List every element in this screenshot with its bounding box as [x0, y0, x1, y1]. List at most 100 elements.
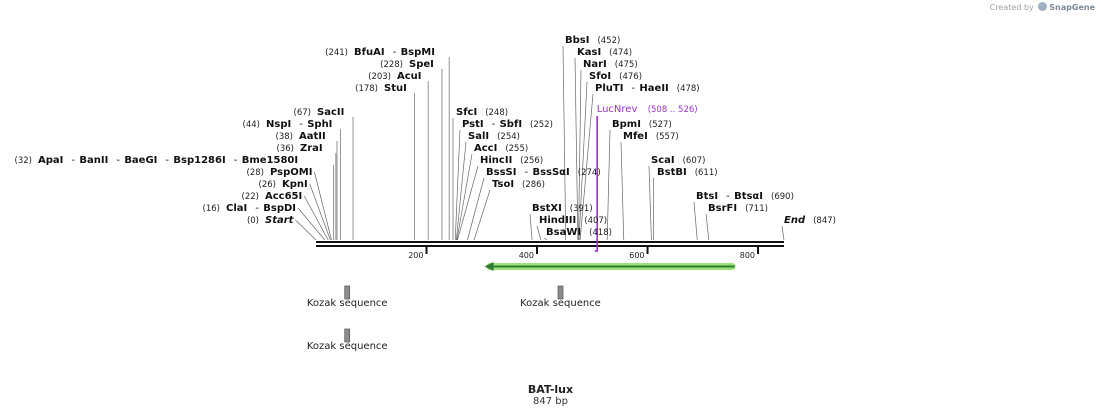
site-tsoi[interactable]: TsoI (286) [492, 179, 545, 190]
site-position: (274) [578, 168, 601, 178]
site-pluti[interactable]: PluTI - HaeII (478) [595, 83, 700, 94]
site-end[interactable]: End (847) [784, 215, 836, 226]
site-name: BsaWI [546, 227, 581, 238]
site-psti[interactable]: PstI - SbfI (252) [462, 119, 553, 130]
site-bstbi[interactable]: BstBI (611) [657, 167, 718, 178]
site-apai[interactable]: (32) ApaI - BanII - BaeGI - Bsp1286I - Bme1580I [15, 155, 299, 166]
site-connector [693, 201, 698, 241]
site-name: BfuAI [354, 47, 385, 58]
site-start[interactable]: (0) Start [247, 215, 295, 226]
site-connector [456, 153, 473, 241]
site-position: (690) [771, 192, 794, 202]
site-bsssi[interactable]: BssSI - BssSαI (274) [486, 167, 601, 178]
site-name-separator: - [234, 155, 238, 166]
site-name: BspDI [263, 203, 296, 214]
site-kpni[interactable]: (26) KpnI [259, 179, 308, 190]
primer-name: LucNrev [597, 104, 638, 115]
site-acc65i[interactable]: (22) Acc65I [242, 191, 303, 202]
site-connector [781, 225, 785, 241]
site-name: NarI [583, 59, 607, 70]
site-zrai[interactable]: (36) ZraI [277, 143, 323, 154]
feature-kozak-sequence[interactable]: Kozak sequence [307, 285, 388, 309]
site-sfci[interactable]: SfcI (248) [456, 107, 508, 118]
site-position: (711) [745, 204, 768, 214]
site-labels: (0) Start(16) ClaI - BspDI(22) Acc65I(26) KpnI… [15, 35, 836, 238]
site-sali[interactable]: SalI (254) [468, 131, 520, 142]
site-name: BssSαI [532, 167, 569, 178]
feature-label: Kozak sequence [520, 298, 601, 309]
site-hindiii[interactable]: HindIII (407) [539, 215, 607, 226]
site-name: SpeI [409, 59, 434, 70]
site-position: (203) [368, 72, 391, 82]
site-bfuai[interactable]: (241) BfuAI - BspMI [325, 47, 435, 58]
site-aatii[interactable]: (38) AatII [276, 131, 326, 142]
site-name: StuI [384, 83, 407, 94]
feature-kozak-sequence[interactable]: Kozak sequence [520, 285, 601, 309]
site-bsawi[interactable]: BsaWI (418) [546, 227, 612, 238]
site-name: BspMI [401, 47, 435, 58]
site-clai[interactable]: (16) ClaI - BspDI [203, 203, 296, 214]
site-name: TsoI [492, 179, 514, 190]
feature-label: Kozak sequence [307, 298, 388, 309]
snapgene-logo-icon [1038, 2, 1048, 11]
site-connector [467, 177, 485, 241]
site-connector [648, 165, 652, 241]
site-pspomi[interactable]: (28) PspOMI [247, 167, 313, 178]
site-connector-lines [295, 45, 785, 241]
site-btsi[interactable]: BtsI - BtsαI (690) [696, 191, 794, 202]
site-position: (611) [695, 168, 718, 178]
site-position: (22) [242, 192, 259, 202]
site-kasi[interactable]: KasI (474) [577, 47, 632, 58]
site-scai[interactable]: ScaI (607) [651, 155, 705, 166]
site-sfoi[interactable]: SfoI (476) [589, 71, 642, 82]
site-name: AccI [474, 143, 497, 154]
site-acui[interactable]: (203) AcuI [368, 71, 421, 82]
site-position: (474) [609, 48, 632, 58]
site-position: (44) [243, 120, 260, 130]
feature-arrow-reverse[interactable] [484, 262, 736, 271]
site-name: Acc65I [265, 191, 302, 202]
site-bstxi[interactable]: BstXI (391) [532, 203, 593, 214]
feature-box [557, 285, 564, 300]
credit-brand: SnapGene [1049, 3, 1095, 12]
site-connector [543, 237, 548, 241]
site-position: (476) [619, 72, 642, 82]
site-bpmi[interactable]: BpmI (527) [612, 119, 672, 130]
site-sacii[interactable]: (67) SacII [294, 107, 345, 118]
site-name-separator: - [492, 119, 496, 130]
site-name: SphI [307, 119, 332, 130]
feature-arrow-head [484, 262, 494, 271]
site-bbsi[interactable]: BbsI (452) [565, 35, 620, 46]
site-name: End [784, 215, 806, 226]
feature-kozak-sequence[interactable]: Kozak sequence [307, 328, 388, 352]
site-name-separator: - [299, 119, 303, 130]
primer-lucnrev[interactable]: LucNrev (508 .. 526) [594, 104, 698, 252]
site-name: AcuI [397, 71, 422, 82]
site-connector [529, 213, 533, 241]
site-name: PspOMI [270, 167, 312, 178]
site-acci[interactable]: AccI (255) [474, 143, 528, 154]
site-stui[interactable]: (178) StuI [355, 83, 407, 94]
site-position: (418) [589, 228, 612, 238]
site-mfei[interactable]: MfeI (557) [623, 131, 679, 142]
site-nspi[interactable]: (44) NspI - SphI [243, 119, 333, 130]
site-name: BbsI [565, 35, 589, 46]
features-track: Kozak sequence Kozak sequence Kozak sequen… [307, 262, 736, 352]
site-position: (241) [325, 48, 348, 58]
site-nari[interactable]: NarI (475) [583, 59, 638, 70]
site-name: HaeII [639, 83, 668, 94]
site-name: SbfI [500, 119, 522, 130]
site-name: BssSI [486, 167, 516, 178]
site-connector [454, 129, 461, 241]
site-connector [457, 165, 479, 241]
site-name: SacII [317, 107, 344, 118]
site-hincii[interactable]: HincII (256) [480, 155, 543, 166]
site-position: (26) [259, 180, 276, 190]
ruler: 200 400 600 800 [408, 247, 760, 260]
site-name: KasI [577, 47, 601, 58]
site-connector [705, 213, 710, 241]
site-spei[interactable]: (228) SpeI [380, 59, 434, 70]
site-name: HincII [480, 155, 512, 166]
map-length: 847 bp [533, 396, 568, 407]
site-bsrfi[interactable]: BsrFI (711) [708, 203, 768, 214]
